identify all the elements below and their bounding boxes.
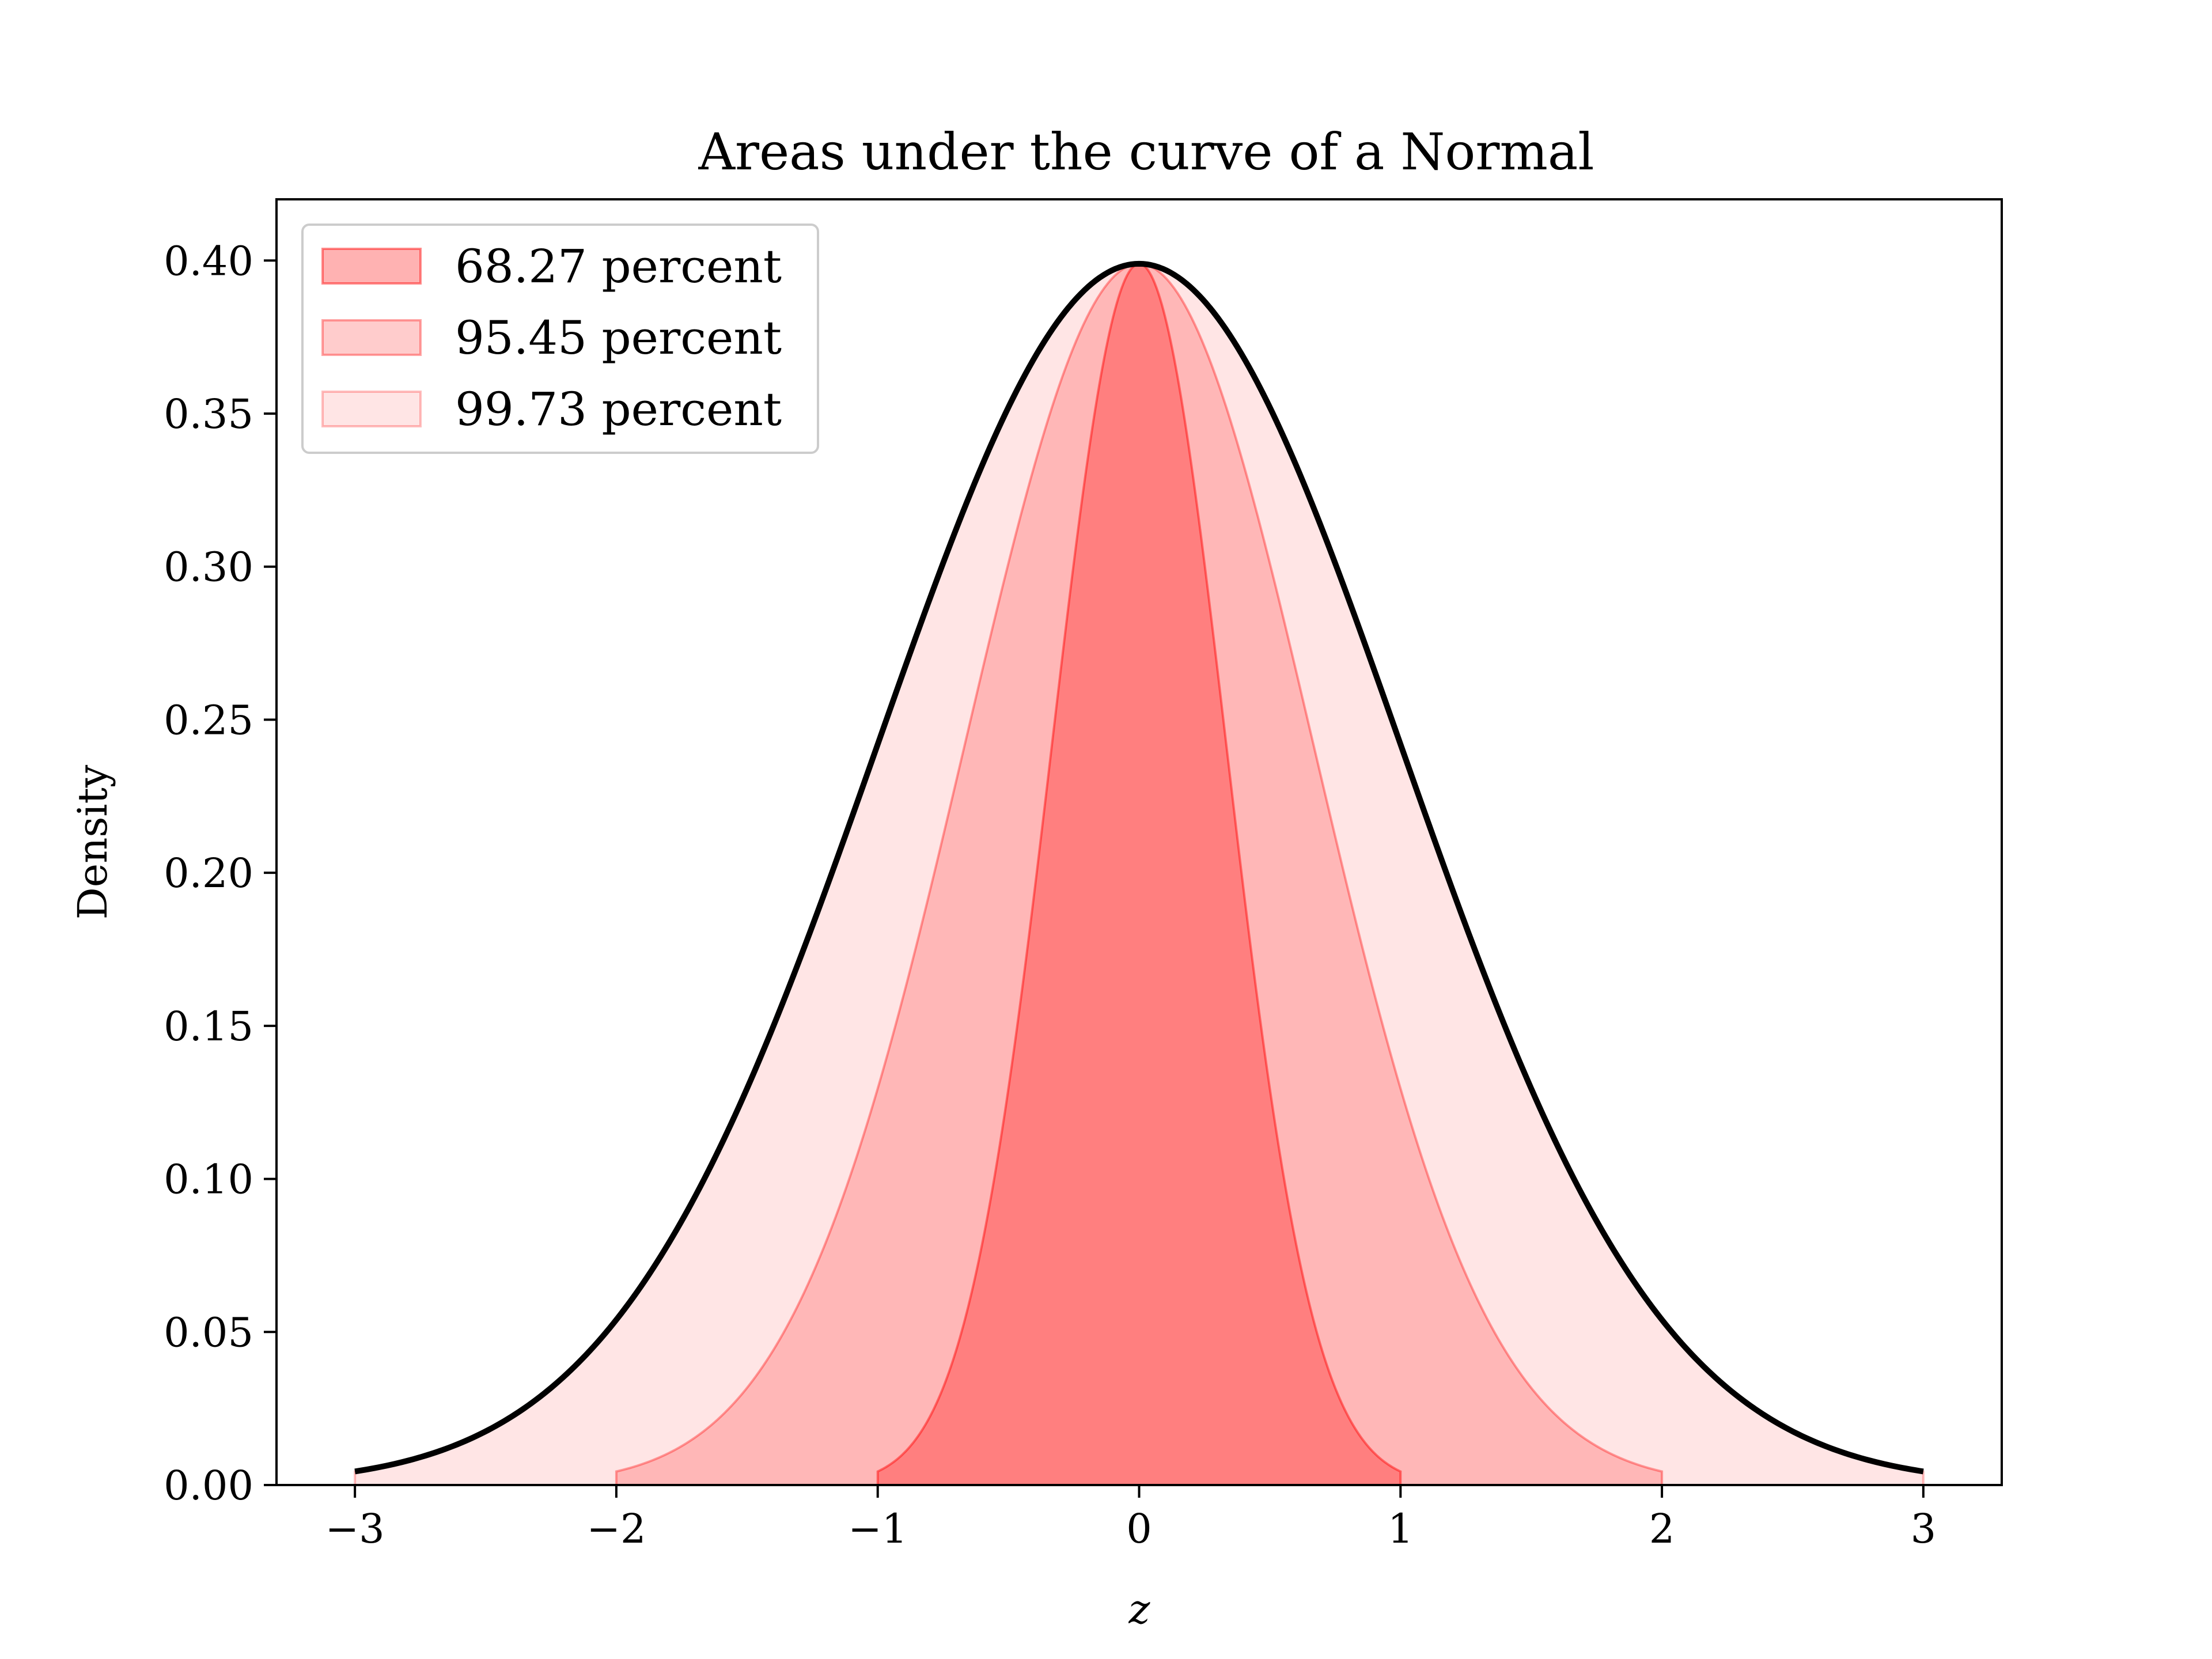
legend-swatch <box>321 391 422 427</box>
legend-label: 95.45 percent <box>455 311 782 365</box>
area-fills <box>354 262 1925 1486</box>
x-axis-label: z <box>1128 1586 1151 1633</box>
y-axis: 0.00 0.05 0.10 0.15 0.20 0.25 0.30 0.35 0.40 <box>164 237 276 1509</box>
legend: 68.27 percent 95.45 percent 99.73 percent <box>301 224 819 454</box>
y-tick-label: 0.10 <box>164 1156 253 1203</box>
y-axis-label: Density <box>69 764 116 919</box>
x-tick-label: 0 <box>1126 1505 1152 1552</box>
y-tick-label: 0.05 <box>164 1309 253 1356</box>
y-tick-label: 0.20 <box>164 850 253 897</box>
y-tick-label: 0.35 <box>164 391 253 438</box>
normal-curve-line <box>354 260 1924 1475</box>
y-tick-label: 0.25 <box>164 696 253 744</box>
x-tick-label: 2 <box>1649 1505 1675 1552</box>
y-tick-label: 0.40 <box>164 237 253 285</box>
y-tick-label: 0.30 <box>164 544 253 591</box>
x-axis: −3 −2 −1 0 1 2 3 <box>325 1485 1937 1552</box>
x-tick-label: 3 <box>1911 1505 1937 1552</box>
x-tick-label: 1 <box>1388 1505 1414 1552</box>
x-tick-label: −3 <box>325 1505 385 1552</box>
x-tick-label: −2 <box>586 1505 646 1552</box>
legend-label: 99.73 percent <box>455 382 782 436</box>
y-tick-label: 0.15 <box>164 1003 253 1050</box>
x-tick-label: −1 <box>848 1505 907 1552</box>
chart-title: Areas under the curve of a Normal <box>698 122 1594 181</box>
legend-label: 68.27 percent <box>455 240 782 293</box>
y-tick-label: 0.00 <box>164 1462 253 1509</box>
legend-items: 68.27 percent 95.45 percent 99.73 percent <box>321 240 782 436</box>
legend-swatch <box>321 319 422 356</box>
legend-box <box>301 224 819 454</box>
legend-swatch <box>321 248 422 285</box>
